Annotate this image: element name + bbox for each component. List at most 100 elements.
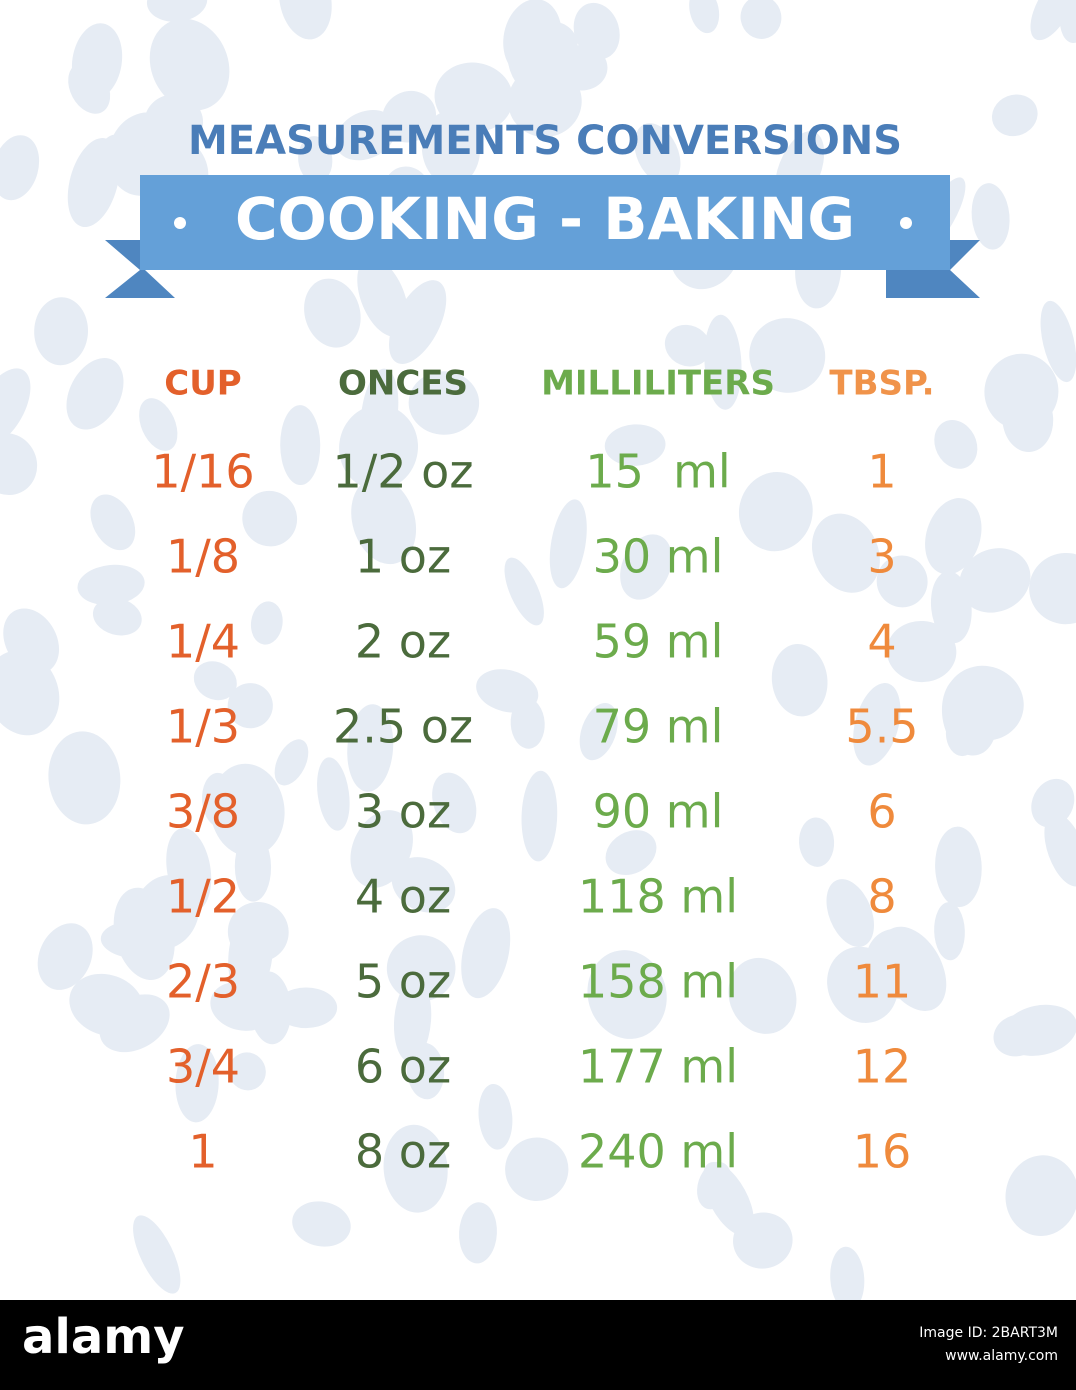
table-cell: 4 [867, 615, 896, 669]
table-cell: 12 [853, 1040, 912, 1094]
bg-shape [886, 620, 957, 683]
bg-shape [279, 0, 332, 40]
bg-shape [227, 901, 289, 962]
bg-shape [771, 644, 828, 717]
bg-shape [3, 608, 60, 674]
bg-shape [193, 661, 237, 701]
bg-shape [702, 1162, 754, 1236]
bg-shape [139, 398, 178, 451]
bg-shape [69, 973, 144, 1037]
table-cell: 2 oz [355, 615, 451, 669]
bg-shape [391, 857, 456, 913]
table-cell: 1/2 [166, 870, 240, 924]
bg-shape [383, 1124, 448, 1213]
bg-shape [1031, 778, 1075, 828]
bg-shape [605, 830, 657, 876]
bg-shape [1029, 552, 1076, 625]
table-cell: 59 ml [593, 615, 724, 669]
table-cell: 1/16 [151, 445, 254, 499]
bg-shape [573, 2, 620, 60]
bg-shape [971, 183, 1010, 250]
bg-shape [66, 358, 124, 430]
table: CUP ONCES MILLILITERS TBSP. 1/16 1/2 oz 15 ml 1… [151, 364, 934, 1179]
bg-shape [503, 0, 562, 77]
footer-image-id: Image ID: 2BART3M [919, 1325, 1058, 1341]
bg-shape [1030, 0, 1076, 41]
bg-shape [459, 1202, 497, 1264]
bg-shape [1001, 1004, 1076, 1056]
background-pattern [0, 0, 1076, 1311]
bg-shape [476, 669, 539, 713]
bg-shape [350, 810, 413, 888]
bg-shape [728, 957, 797, 1034]
bg-shape [738, 471, 813, 552]
bg-shape [925, 498, 982, 575]
table-cell: 4 oz [355, 870, 451, 924]
bg-shape [461, 908, 511, 999]
bg-shape [505, 1137, 569, 1201]
bg-shape [749, 318, 826, 393]
bg-shape [386, 935, 456, 1002]
bg-shape [830, 1246, 865, 1311]
bg-shape [393, 978, 432, 1062]
bg-shape [133, 1215, 181, 1294]
bg-shape [48, 731, 121, 825]
bg-shape [210, 981, 274, 1031]
bg-shape [934, 902, 965, 961]
bg-shape [579, 703, 618, 761]
bg-shape [37, 923, 93, 990]
bg-shape [149, 18, 230, 111]
bg-shape [68, 62, 111, 114]
bg-shape [146, 0, 208, 22]
table-cell: 1 [188, 1125, 217, 1179]
bg-shape [827, 946, 898, 1023]
bg-shape [959, 548, 1031, 613]
footer-url: www.alamy.com [945, 1348, 1058, 1364]
table-cell: 1/8 [166, 530, 240, 584]
table-cell: 1/3 [166, 700, 240, 754]
table-cell: 158 ml [578, 955, 738, 1009]
title: MEASUREMENTS CONVERSIONS [188, 118, 902, 164]
table-cell: 1 [867, 445, 896, 499]
bg-shape [304, 278, 361, 348]
bg-shape [274, 739, 309, 786]
bg-shape [620, 534, 672, 600]
bg-shape [77, 564, 145, 606]
table-cell: 79 ml [593, 700, 724, 754]
bg-shape [634, 123, 681, 185]
banner-dot [900, 217, 912, 229]
table-cell: 6 [867, 785, 896, 839]
bg-shape [113, 887, 175, 981]
table-cell: 1/2 oz [333, 445, 474, 499]
bg-shape [504, 557, 544, 626]
table-cell: 5.5 [845, 700, 918, 754]
banner-dot [174, 217, 186, 229]
table-cell: 2.5 oz [333, 700, 473, 754]
bg-shape [351, 477, 417, 565]
table-cell: 3/8 [166, 785, 240, 839]
bg-shape [826, 879, 874, 947]
table-cell: 15 ml [585, 445, 730, 499]
table-cell: 2/3 [166, 955, 240, 1009]
bg-shape [740, 0, 782, 39]
bg-shape [689, 0, 720, 34]
table-cell: 5 oz [355, 955, 451, 1009]
bg-shape [92, 597, 142, 636]
bg-shape [0, 368, 31, 447]
bg-shape [555, 45, 608, 91]
column-header: MILLILITERS [541, 364, 775, 404]
bg-shape [432, 772, 477, 834]
table-cell: 118 ml [578, 870, 738, 924]
bg-shape [876, 555, 928, 608]
bg-shape [984, 353, 1059, 430]
table-cell: 1/4 [166, 615, 240, 669]
table-cell: 11 [853, 955, 912, 1009]
bg-shape [280, 405, 321, 486]
bg-shape [34, 297, 89, 366]
column-header: CUP [164, 364, 241, 404]
bg-shape [175, 1044, 219, 1123]
bg-shape [0, 433, 38, 496]
column-header: TBSP. [829, 364, 934, 404]
bg-shape [317, 757, 350, 831]
bg-shape [228, 1052, 266, 1091]
